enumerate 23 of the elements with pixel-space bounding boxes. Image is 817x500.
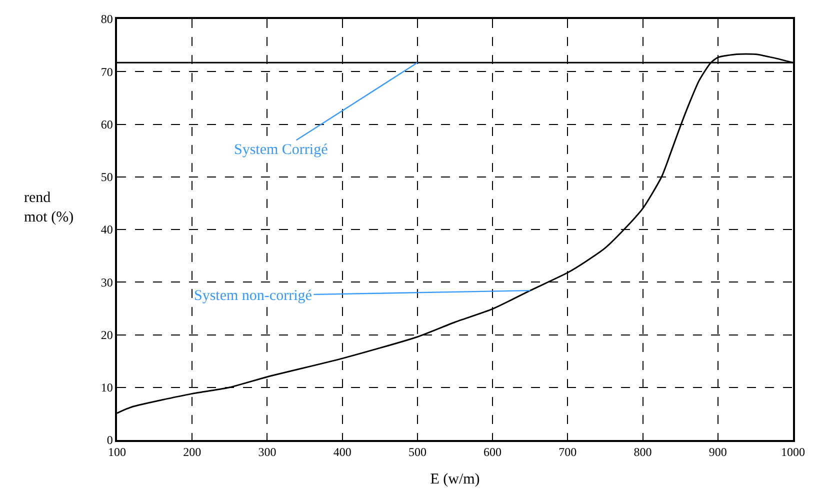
y-tick-label: 20	[100, 328, 113, 342]
y-tick-label: 80	[100, 12, 113, 26]
x-tick-label: 400	[333, 445, 352, 460]
y-tick-label: 40	[100, 222, 113, 237]
x-tick-label: 700	[558, 445, 577, 460]
y-tick-label: 10	[100, 380, 113, 395]
x-tick-label: 300	[258, 445, 276, 460]
x-tick-label: 100	[108, 445, 126, 460]
x-tick-label: 1000	[781, 445, 805, 460]
annotation: System Corrigé	[234, 142, 328, 158]
annotation: System non-corrigé	[194, 288, 312, 304]
y-tick-label: 0	[106, 433, 113, 448]
y-tick-label: 30	[100, 275, 113, 290]
x-tick-label: 500	[408, 445, 426, 460]
y-tick-label: 50	[100, 170, 113, 184]
x-tick-label: 200	[183, 445, 202, 460]
x-tick-label: 600	[484, 445, 502, 460]
y-axis-title: rend mot (%)	[24, 190, 74, 226]
x-tick-label: 800	[634, 445, 652, 460]
x-tick-label: 900	[708, 445, 727, 460]
x-axis-title: E (w/m)	[430, 472, 480, 488]
y-tick-label: 60	[100, 117, 113, 132]
y-tick-label: 70	[100, 64, 113, 79]
